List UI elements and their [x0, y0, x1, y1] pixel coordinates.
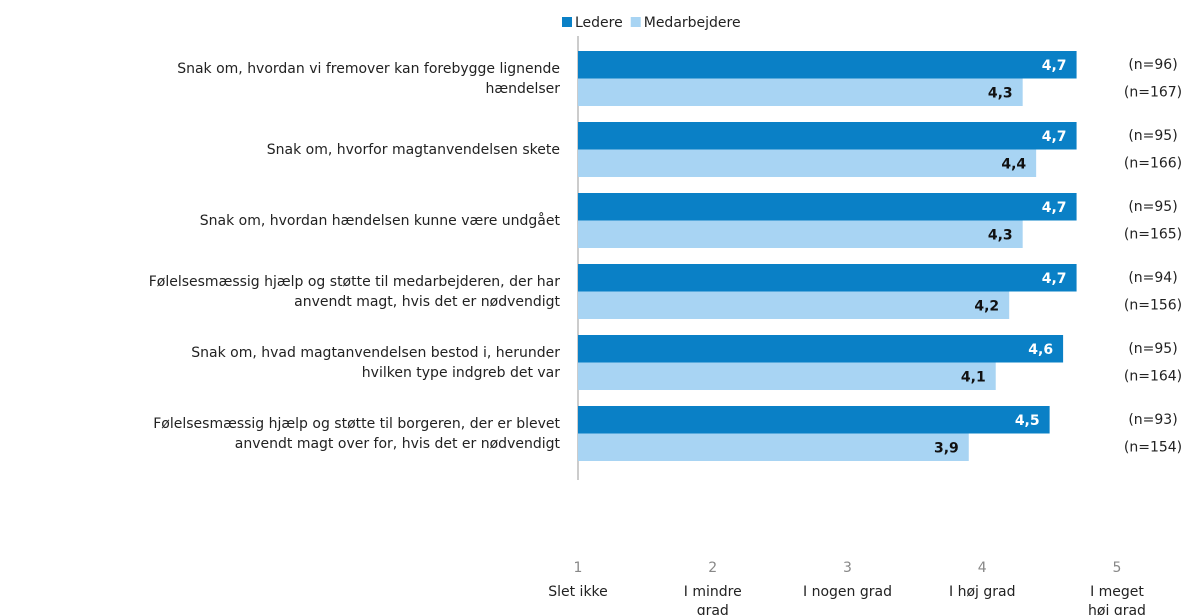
- bar: [578, 264, 1077, 292]
- legend-label: Ledere: [575, 15, 623, 31]
- bar: [578, 78, 1023, 106]
- value-label: 4,5: [1015, 413, 1040, 429]
- bar: [578, 335, 1064, 363]
- legend-swatch: [562, 17, 572, 27]
- x-tick-description: I nogen grad: [803, 584, 892, 600]
- category-label: Følelsesmæssig hjælp og støtte til medar…: [148, 273, 560, 310]
- n-label: (n=95): [1128, 128, 1177, 144]
- bar: [578, 220, 1023, 248]
- x-tick-label: 5: [1113, 560, 1122, 576]
- category-label: Snak om, hvordan vi fremover kan forebyg…: [177, 60, 560, 97]
- n-label: (n=166): [1124, 155, 1182, 171]
- bar: [578, 406, 1050, 434]
- category-label: Snak om, hvorfor magtanvendelsen skete: [266, 141, 560, 158]
- n-label: (n=93): [1128, 412, 1177, 428]
- category-label: Følelsesmæssig hjælp og støtte til borge…: [153, 415, 560, 452]
- value-label: 4,7: [1042, 58, 1067, 74]
- bar: [578, 433, 969, 461]
- value-label: 4,7: [1042, 271, 1067, 287]
- legend-label: Medarbejdere: [644, 15, 741, 31]
- n-label: (n=165): [1124, 226, 1182, 242]
- category-label: Snak om, hvordan hændelsen kunne være un…: [199, 212, 560, 229]
- x-tick-label: 3: [843, 560, 852, 576]
- x-tick-label: 1: [574, 560, 583, 576]
- bar: [578, 149, 1037, 177]
- x-tick-description: I mindre grad: [683, 584, 742, 615]
- bar: [578, 291, 1010, 319]
- value-label: 4,1: [961, 369, 986, 385]
- value-label: 4,6: [1028, 342, 1053, 358]
- n-label: (n=164): [1124, 368, 1182, 384]
- category-label: Snak om, hvad magtanvendelsen bestod i, …: [191, 344, 560, 381]
- n-label: (n=154): [1124, 439, 1182, 455]
- x-tick-description: I høj grad: [949, 584, 1016, 600]
- x-tick-description: I meget høj grad: [1088, 584, 1146, 615]
- value-label: 4,2: [974, 298, 999, 314]
- value-label: 4,7: [1042, 200, 1067, 216]
- legend-swatch: [630, 17, 641, 27]
- n-label: (n=95): [1128, 341, 1177, 357]
- x-tick-description: Slet ikke: [548, 584, 608, 600]
- bar: [578, 193, 1077, 221]
- n-label: (n=94): [1128, 270, 1177, 286]
- n-label: (n=156): [1124, 297, 1182, 313]
- value-label: 4,7: [1042, 129, 1067, 145]
- x-tick-label: 2: [708, 560, 717, 576]
- bar: [578, 51, 1077, 79]
- n-label: (n=95): [1128, 199, 1177, 215]
- value-label: 3,9: [934, 440, 959, 456]
- value-label: 4,3: [988, 227, 1013, 243]
- value-label: 4,4: [1001, 156, 1026, 172]
- value-label: 4,3: [988, 85, 1013, 101]
- bar: [578, 362, 996, 390]
- bar: [578, 122, 1077, 150]
- n-label: (n=96): [1128, 57, 1177, 73]
- x-tick-label: 4: [978, 560, 987, 576]
- n-label: (n=167): [1124, 84, 1182, 100]
